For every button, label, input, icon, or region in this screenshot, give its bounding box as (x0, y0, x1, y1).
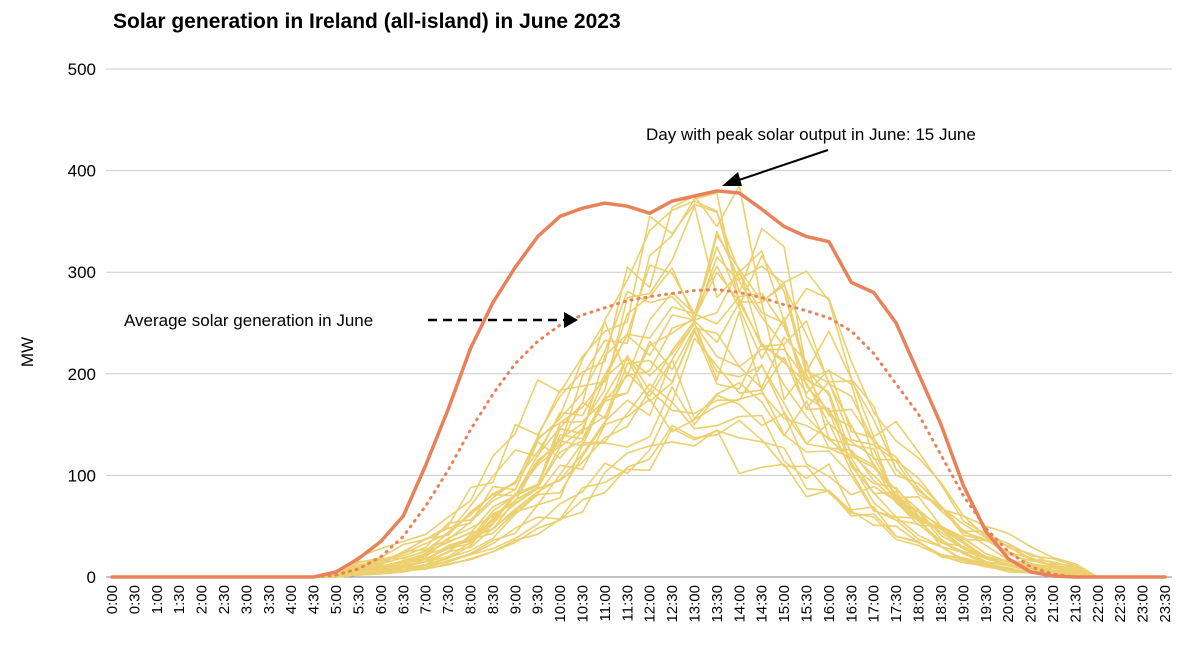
x-tick-label: 15:00 (776, 585, 793, 623)
y-tick-label: 400 (68, 162, 96, 181)
x-tick-label: 14:00 (731, 585, 748, 623)
x-tick-label: 19:00 (955, 585, 972, 623)
x-tick-label: 19:30 (978, 585, 995, 623)
x-tick-label: 9:00 (507, 585, 524, 614)
x-tick-label: 0:00 (104, 585, 121, 614)
x-tick-label: 16:00 (821, 585, 838, 623)
y-tick-label: 500 (68, 60, 96, 79)
series-line-average (110, 288, 1167, 579)
annotation-peak-arrowhead (722, 172, 742, 186)
x-tick-label: 17:30 (888, 585, 905, 623)
x-tick-label: 12:30 (664, 585, 681, 623)
x-tick-label: 11:30 (619, 585, 636, 621)
x-tick-label: 1:30 (171, 585, 188, 614)
x-tick-label: 20:00 (1000, 585, 1017, 623)
x-tick-label: 14:30 (754, 585, 771, 623)
x-tick-label: 8:00 (462, 585, 479, 614)
x-tick-label: 23:00 (1135, 585, 1152, 623)
other-day-line (112, 301, 1165, 578)
x-tick-label: 15:30 (799, 585, 816, 623)
x-tick-label: 3:00 (238, 585, 255, 614)
x-tick-label: 13:30 (709, 585, 726, 623)
x-tick-label: 1:00 (149, 585, 166, 614)
x-tick-label: 18:30 (933, 585, 950, 623)
x-tick-label: 3:30 (261, 585, 278, 614)
other-day-line (112, 203, 1165, 578)
y-axis-label: MW (18, 337, 37, 367)
x-tick-label: 2:30 (216, 585, 233, 614)
chart-title: Solar generation in Ireland (all-island)… (113, 10, 621, 33)
x-tick-label: 8:30 (485, 585, 502, 614)
annotation-average-arrowhead (564, 312, 578, 328)
x-tick-label: 22:00 (1090, 585, 1107, 623)
y-tick-label: 200 (68, 365, 96, 384)
x-tick-label: 4:00 (283, 585, 300, 614)
x-tick-label: 10:00 (552, 585, 569, 623)
other-day-line (112, 291, 1165, 578)
x-tick-label: 4:30 (306, 585, 323, 614)
y-tick-label: 0 (87, 568, 96, 587)
annotation-peak-arrow (729, 149, 829, 184)
x-tick-label: 9:30 (530, 585, 547, 614)
x-axis-ticks: 0:00 0:30 1:00 1:30 2:00 2:30 3:00 3:30 4:00 4:30… (104, 585, 1174, 623)
y-tick-label: 300 (68, 263, 96, 282)
x-tick-label: 7:30 (440, 585, 457, 614)
annotation-average: Average solar generation in June (124, 311, 373, 330)
annotations: Day with peak solar output in June: 15 J… (124, 125, 976, 330)
x-tick-label: 0:30 (126, 585, 143, 614)
other-days-lines (112, 185, 1165, 578)
other-day-line (112, 234, 1165, 578)
x-tick-label: 11:00 (597, 585, 614, 621)
x-tick-label: 5:30 (350, 585, 367, 614)
other-day-line (112, 311, 1165, 578)
x-tick-label: 17:00 (866, 585, 883, 623)
x-tick-label: 6:30 (395, 585, 412, 614)
series-lines (110, 189, 1167, 579)
x-tick-label: 23:30 (1157, 585, 1174, 623)
x-tick-label: 21:30 (1067, 585, 1084, 623)
x-tick-label: 16:30 (843, 585, 860, 623)
other-day-line (112, 230, 1165, 578)
annotation-peak-day: Day with peak solar output in June: 15 J… (646, 125, 976, 144)
x-tick-label: 21:00 (1045, 585, 1062, 623)
other-day-line (112, 205, 1165, 578)
x-tick-label: 20:30 (1023, 585, 1040, 623)
x-tick-label: 10:30 (574, 585, 591, 623)
x-tick-label: 6:00 (373, 585, 390, 614)
other-day-line (112, 200, 1165, 578)
y-axis-ticks: 0 100 200 300 400 500 (68, 60, 96, 587)
other-day-line (112, 327, 1165, 578)
x-tick-label: 18:00 (911, 585, 928, 623)
x-tick-label: 13:00 (687, 585, 704, 623)
x-tick-label: 7:00 (418, 585, 435, 614)
x-tick-label: 22:30 (1112, 585, 1129, 623)
y-tick-label: 100 (68, 466, 96, 485)
x-tick-label: 2:00 (194, 585, 211, 614)
x-tick-label: 12:00 (642, 585, 659, 623)
x-tick-label: 5:00 (328, 585, 345, 614)
